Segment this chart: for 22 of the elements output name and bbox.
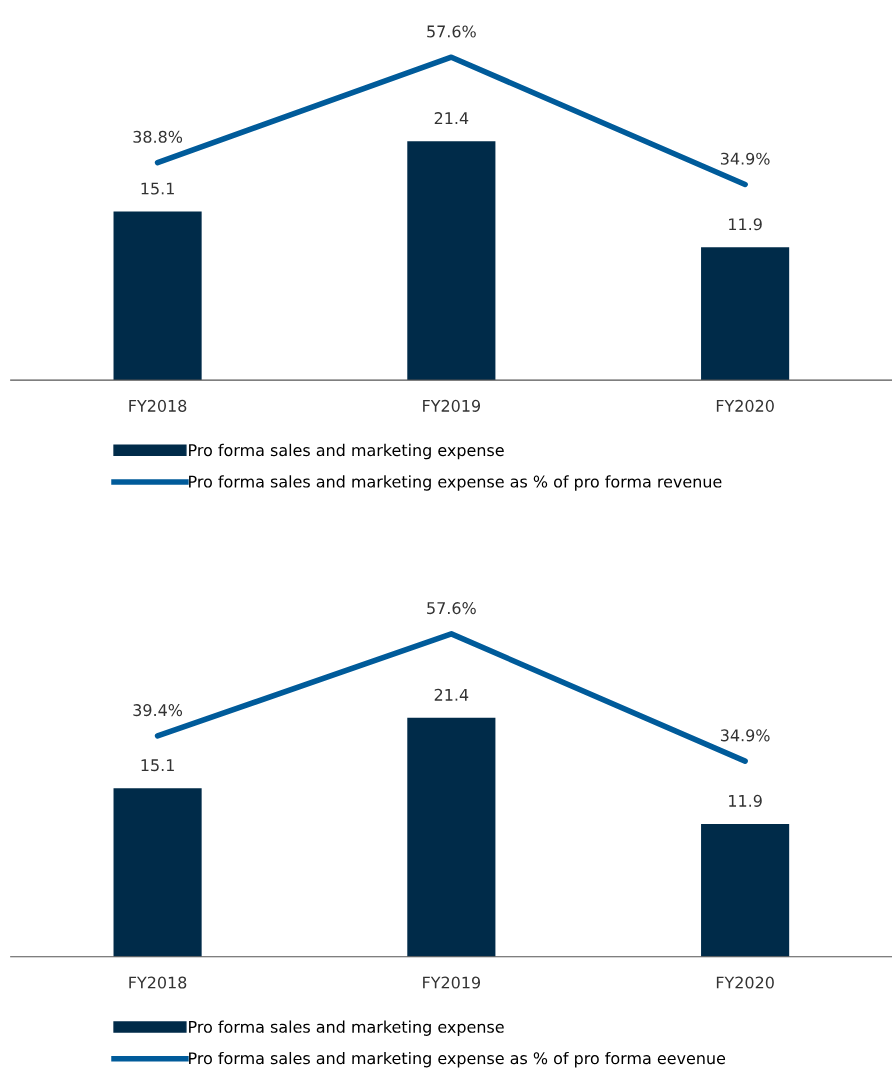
data-label: 38.8% [133, 130, 183, 143]
x-tick-label: FY2020 [716, 976, 774, 989]
data-label: 57.6% [427, 602, 476, 615]
legend-label: Pro forma sales and marketing expense as % of pro forma revenue [189, 475, 722, 491]
data-label: 11.9 [729, 218, 762, 231]
data-label: 15.1 [141, 759, 174, 772]
data-label: 21.4 [434, 688, 469, 701]
legend-label: Pro forma sales and marketing expense [189, 1020, 504, 1036]
legend-label: Pro forma sales and marketing expense as % of pro forma eevenue [189, 1051, 726, 1068]
data-label: 21.4 [434, 112, 469, 124]
x-tick-label: FY2019 [423, 976, 481, 989]
x-tick-label: FY2018 [129, 399, 187, 412]
x-tick-label: FY2019 [423, 399, 481, 412]
x-tick-label: FY2018 [129, 976, 187, 989]
data-label: 39.4% [133, 704, 183, 717]
legend-label: Pro forma sales and marketing expense [189, 443, 504, 460]
data-label: 15.1 [141, 182, 174, 195]
data-label: 34.9% [720, 152, 770, 165]
data-label: 11.9 [729, 794, 762, 807]
data-label: 57.6% [427, 25, 476, 38]
data-label: 34.9% [720, 729, 770, 742]
x-tick-label: FY2020 [716, 399, 774, 412]
